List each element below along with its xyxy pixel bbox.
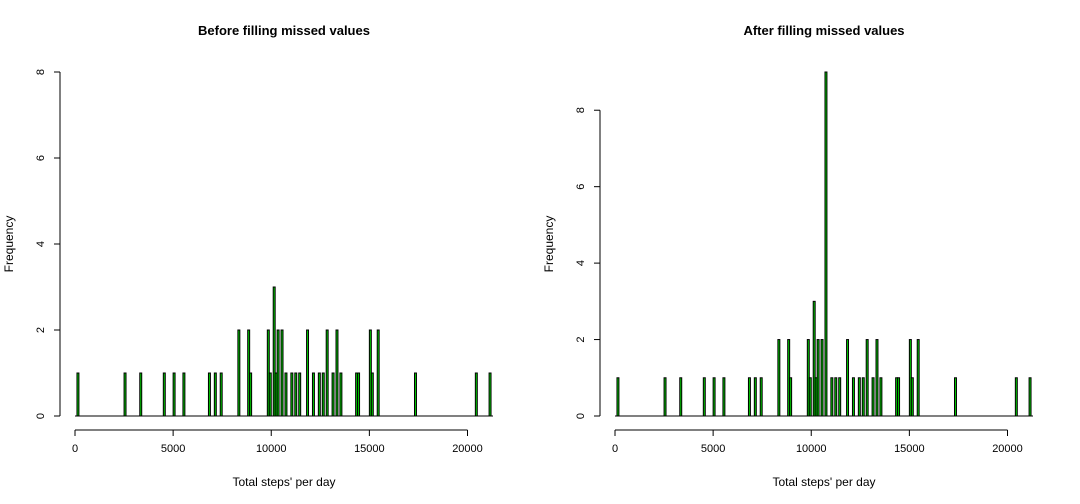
histogram-bar: [370, 372, 374, 417]
histogram-bar: [207, 372, 211, 417]
histogram-bar: [414, 372, 417, 417]
histogram-bar: [616, 377, 620, 417]
x-tick-label: 20000: [992, 443, 1023, 455]
x-tick-label: 10000: [256, 443, 287, 455]
histogram-bar: [182, 372, 186, 417]
histogram-bar: [1014, 377, 1018, 417]
histogram-bar: [879, 377, 883, 417]
histogram-bar: [916, 339, 920, 417]
y-tick-label: 6: [35, 155, 47, 161]
histogram-bar: [488, 372, 492, 417]
histogram-bar: [861, 377, 865, 417]
histogram-bar: [268, 372, 272, 417]
histogram-bar: [777, 339, 781, 417]
histogram-bar: [1028, 377, 1032, 417]
histogram-bar: [702, 377, 706, 417]
histogram-bar: [339, 372, 343, 417]
histogram-bar: [172, 372, 176, 417]
histogram-bar: [789, 377, 793, 417]
histogram-bar: [851, 377, 855, 417]
histogram-bar: [846, 339, 850, 417]
y-axis-label: Frequency: [542, 216, 556, 273]
histogram-bar: [954, 377, 957, 417]
histogram-bar: [857, 377, 861, 417]
histogram-bar: [663, 377, 667, 417]
x-tick-label: 0: [612, 443, 618, 455]
histogram-bar: [875, 339, 879, 417]
y-tick-label: 0: [575, 413, 587, 419]
histogram-bar: [317, 372, 321, 417]
histogram-bar: [865, 339, 869, 417]
chart-title: After filling missed values: [743, 23, 904, 38]
histogram-bar: [753, 377, 757, 417]
x-tick-label: 5000: [161, 443, 185, 455]
y-tick-label: 8: [575, 107, 587, 113]
y-axis-label: Frequency: [2, 216, 16, 273]
y-tick-label: 0: [35, 413, 47, 419]
y-tick-label: 6: [575, 184, 587, 190]
histogram-bar: [123, 372, 127, 417]
x-tick-label: 0: [72, 443, 78, 455]
x-tick-label: 10000: [796, 443, 827, 455]
histogram-bar: [280, 329, 284, 417]
histogram-before-panel: Before filling missed values 0 5000 10000 15…: [2, 23, 493, 489]
x-tick-label: 15000: [354, 443, 385, 455]
histogram-after-panel: After filling missed values 0 5000 10000 150…: [542, 23, 1033, 489]
histogram-bar: [722, 377, 726, 417]
histogram-bar: [816, 339, 820, 417]
histogram-bar: [290, 372, 294, 417]
histogram-bar: [830, 377, 834, 417]
x-axis-label: Total steps' per day: [772, 475, 875, 489]
histogram-bar: [237, 329, 241, 417]
histogram-bar: [76, 372, 80, 417]
histogram-bar: [679, 377, 683, 417]
histogram-bar: [276, 329, 280, 417]
histogram-bar: [759, 377, 763, 417]
histogram-bar: [139, 372, 143, 417]
histogram-bar: [331, 372, 335, 417]
y-tick-label: 2: [35, 327, 47, 333]
histogram-bar: [474, 372, 478, 417]
histogram-bar: [897, 377, 901, 417]
x-tick-label: 5000: [701, 443, 725, 455]
histogram-bar: [321, 372, 325, 417]
y-tick-label: 4: [575, 260, 587, 266]
histogram-bar: [834, 377, 838, 417]
histogram-bar: [284, 372, 288, 417]
chart-title: Before filling missed values: [198, 23, 370, 38]
histogram-bar: [712, 377, 716, 417]
x-tick-label: 20000: [452, 443, 483, 455]
histogram-bar: [298, 372, 302, 417]
histogram-bar: [376, 329, 380, 417]
histogram-bar: [219, 372, 223, 417]
histogram-bar: [335, 329, 339, 417]
histogram-bar: [910, 377, 914, 417]
y-tick-label: 8: [35, 69, 47, 75]
histogram-bar: [249, 372, 253, 417]
histogram-bar: [824, 71, 828, 417]
histogram-bar: [820, 339, 824, 417]
histogram-bar: [311, 372, 315, 417]
histogram-bar: [213, 372, 217, 417]
histogram-bar: [747, 377, 751, 417]
histogram-bar: [871, 377, 875, 417]
histogram-bar: [357, 372, 361, 417]
histogram-bar: [325, 329, 329, 417]
histogram-bar: [306, 329, 310, 417]
y-tick-label: 2: [575, 336, 587, 342]
x-tick-label: 15000: [894, 443, 925, 455]
histogram-bar: [838, 377, 842, 417]
y-tick-label: 4: [35, 241, 47, 247]
histogram-bar: [294, 372, 298, 417]
histogram-bar: [162, 372, 166, 417]
x-axis-label: Total steps' per day: [232, 475, 335, 489]
histogram-bar: [808, 377, 812, 417]
